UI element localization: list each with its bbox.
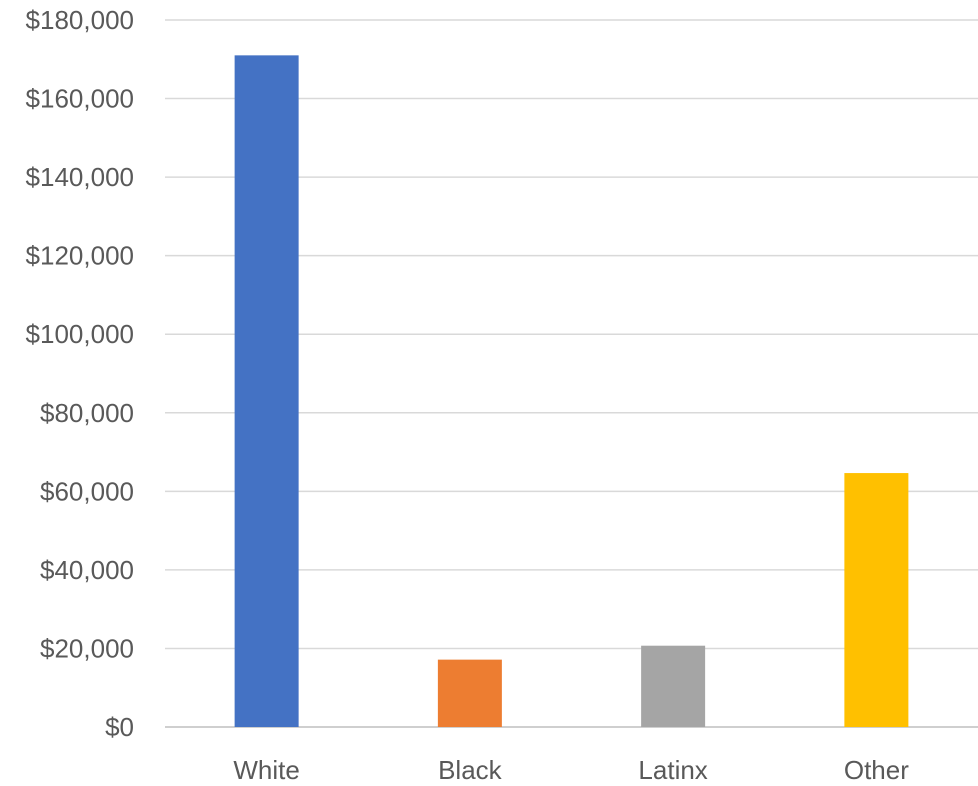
- x-tick-label: Latinx: [638, 755, 707, 785]
- y-tick-label: $140,000: [26, 162, 134, 192]
- y-tick-label: $100,000: [26, 319, 134, 349]
- y-tick-label: $20,000: [40, 633, 134, 663]
- y-tick-label: $60,000: [40, 476, 134, 506]
- x-axis-tick-labels: White Black Latinx Other: [233, 755, 909, 785]
- bar-white: [234, 55, 299, 728]
- x-tick-label: Other: [844, 755, 909, 785]
- bar-latinx: [641, 645, 706, 727]
- gridlines: [165, 19, 978, 728]
- y-tick-label: $160,000: [26, 84, 134, 114]
- y-tick-label: $40,000: [40, 555, 134, 585]
- y-tick-label: $80,000: [40, 398, 134, 428]
- bar-black: [437, 659, 502, 727]
- y-tick-label: $180,000: [26, 5, 134, 35]
- y-axis-tick-labels: $0 $20,000 $40,000 $60,000 $80,000 $100,000 $1…: [26, 5, 134, 742]
- x-tick-label: White: [233, 755, 299, 785]
- y-tick-label: $0: [105, 712, 134, 742]
- bar-other: [844, 473, 909, 727]
- y-tick-label: $120,000: [26, 241, 134, 271]
- bars: [234, 55, 909, 728]
- x-tick-label: Black: [438, 755, 503, 785]
